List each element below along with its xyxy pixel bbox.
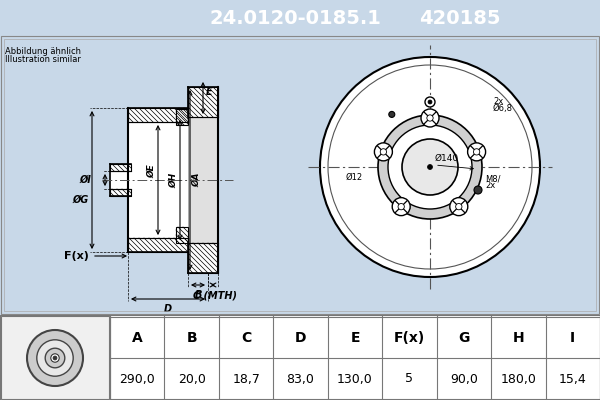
Text: 2x: 2x	[485, 182, 495, 190]
Text: 5: 5	[406, 372, 413, 386]
Text: 420185: 420185	[419, 8, 501, 28]
Circle shape	[474, 186, 482, 194]
Circle shape	[427, 164, 433, 170]
Text: 24.0120-0185.1: 24.0120-0185.1	[209, 8, 381, 28]
Circle shape	[320, 57, 540, 277]
Circle shape	[374, 143, 392, 161]
Bar	[110, 189, 131, 196]
Circle shape	[389, 112, 395, 118]
Circle shape	[467, 143, 485, 161]
Bar	[188, 243, 218, 273]
Text: 18,7: 18,7	[232, 372, 260, 386]
Circle shape	[455, 204, 462, 210]
Circle shape	[328, 65, 532, 269]
Circle shape	[473, 149, 480, 155]
Bar	[1, 316, 109, 399]
Circle shape	[425, 97, 435, 107]
Circle shape	[421, 109, 439, 127]
Circle shape	[392, 198, 410, 216]
Text: I: I	[570, 331, 575, 345]
Circle shape	[427, 115, 433, 121]
Text: M8/: M8/	[485, 174, 500, 184]
Text: C: C	[241, 331, 251, 345]
Text: ØA: ØA	[192, 173, 201, 187]
Bar	[315, 52, 545, 282]
Text: E: E	[206, 87, 212, 97]
Text: B: B	[187, 331, 197, 345]
Text: E: E	[350, 331, 360, 345]
Bar	[110, 171, 131, 189]
Text: Ø6,8: Ø6,8	[493, 104, 513, 113]
Text: H: H	[512, 331, 524, 345]
Text: 290,0: 290,0	[119, 372, 155, 386]
Circle shape	[380, 149, 386, 155]
Bar	[188, 87, 218, 117]
Bar	[110, 164, 131, 171]
Text: C (MTH): C (MTH)	[193, 290, 237, 300]
Text: 20,0: 20,0	[178, 372, 206, 386]
Bar	[128, 108, 188, 122]
Text: 15,4: 15,4	[559, 372, 587, 386]
Text: Ø140: Ø140	[435, 154, 459, 163]
Text: Abbildung ähnlich: Abbildung ähnlich	[5, 47, 81, 56]
Circle shape	[402, 139, 458, 195]
Bar	[128, 238, 188, 252]
Bar	[128, 122, 188, 238]
Bar	[110, 315, 600, 400]
Circle shape	[450, 198, 468, 216]
Text: D: D	[295, 331, 307, 345]
Text: 83,0: 83,0	[287, 372, 314, 386]
Circle shape	[27, 330, 83, 386]
Text: Ate: Ate	[379, 202, 442, 236]
Bar	[176, 227, 188, 243]
Circle shape	[398, 204, 404, 210]
Text: Illustration similar: Illustration similar	[5, 55, 81, 64]
Text: D: D	[164, 304, 172, 314]
Text: ØI: ØI	[79, 175, 91, 185]
Text: 2x: 2x	[493, 97, 503, 106]
Text: 180,0: 180,0	[500, 372, 536, 386]
Circle shape	[378, 115, 482, 219]
Circle shape	[45, 348, 65, 368]
Text: ØH: ØH	[169, 172, 178, 188]
Text: F(x): F(x)	[394, 331, 425, 345]
Text: Ø12: Ø12	[346, 172, 363, 182]
Text: B: B	[194, 290, 202, 300]
Text: G: G	[458, 331, 470, 345]
Bar	[176, 109, 188, 125]
Circle shape	[51, 354, 59, 362]
Circle shape	[37, 340, 73, 376]
Circle shape	[428, 100, 432, 104]
Circle shape	[53, 356, 57, 360]
Bar	[188, 117, 218, 243]
Text: 90,0: 90,0	[450, 372, 478, 386]
Text: 130,0: 130,0	[337, 372, 373, 386]
Circle shape	[388, 125, 472, 209]
Text: ØE: ØE	[147, 164, 156, 178]
Text: ØG: ØG	[73, 195, 89, 205]
Text: A: A	[132, 331, 143, 345]
Text: F(x): F(x)	[64, 251, 89, 261]
